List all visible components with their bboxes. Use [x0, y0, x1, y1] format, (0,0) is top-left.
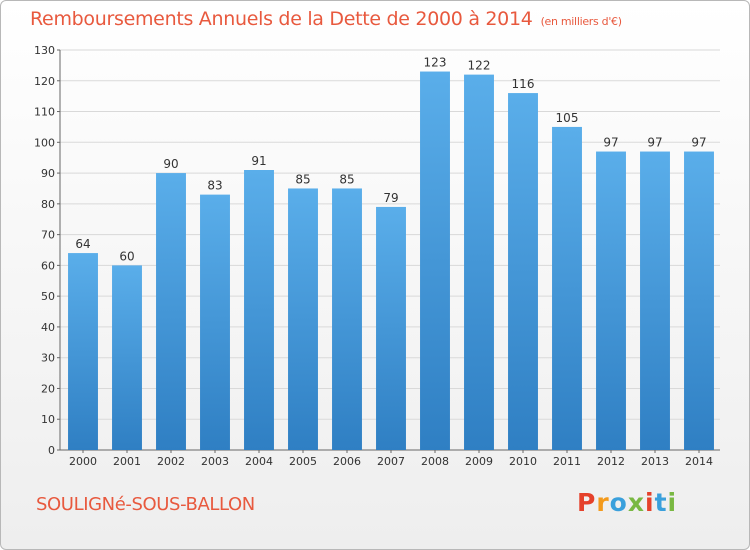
y-tick-label: 130: [34, 44, 55, 57]
x-tick-label-2005: 2005: [289, 455, 317, 468]
x-tick-label-2009: 2009: [465, 455, 493, 468]
logo-letter: P: [577, 488, 597, 517]
logo-letter: i: [667, 488, 678, 517]
y-tick-label: 40: [41, 321, 55, 334]
x-tick-label-2007: 2007: [377, 455, 405, 468]
bar-2004: [244, 170, 274, 450]
logo-letter: t: [654, 488, 668, 517]
value-label-2003: 83: [207, 179, 222, 193]
x-tick-label-2014: 2014: [685, 455, 713, 468]
y-tick-label: 80: [41, 198, 55, 211]
bar-2006: [332, 188, 362, 450]
bar-2013: [640, 151, 670, 451]
bar-2010: [508, 93, 538, 451]
value-label-2002: 90: [163, 157, 178, 171]
y-tick-label: 70: [41, 229, 55, 242]
x-tick-label-2006: 2006: [333, 455, 361, 468]
logo-letter: i: [645, 488, 655, 517]
place-name: SOULIGNé-SOUS-BALLON: [36, 494, 255, 515]
x-axis: 2000 2001 2002 2003 2004 2005 2006 2007 2008 2009…: [60, 449, 720, 468]
x-tick-label-2008: 2008: [421, 455, 449, 468]
x-tick-label-2001: 2001: [113, 455, 141, 468]
value-label-2006: 85: [339, 172, 354, 186]
value-label-2008: 123: [424, 56, 447, 70]
x-tick-label-2012: 2012: [597, 455, 625, 468]
bar-2014: [684, 151, 714, 451]
y-tick-label: 100: [34, 136, 55, 149]
y-tick-label: 10: [41, 413, 55, 426]
bar-2009: [464, 74, 494, 450]
bars: [68, 71, 714, 451]
chart-unit: (en milliers d'€): [540, 15, 622, 28]
logo-letter: r: [596, 488, 610, 517]
bar-2002: [156, 173, 186, 451]
bar-2003: [200, 194, 230, 450]
chart-title: Remboursements Annuels de la Dette de 20…: [30, 8, 622, 30]
x-tick-label-2011: 2011: [553, 455, 581, 468]
x-tick-label-2004: 2004: [245, 455, 273, 468]
bar-2005: [288, 188, 318, 450]
bar-2001: [112, 265, 142, 450]
value-label-2000: 64: [75, 237, 90, 251]
bar-2011: [552, 126, 582, 450]
y-tick-label: 60: [41, 259, 55, 272]
logo-letter: x: [627, 488, 645, 517]
x-tick-label-2000: 2000: [69, 455, 97, 468]
proxiti-logo: Proxiti: [577, 488, 677, 517]
bar-2007: [376, 206, 406, 450]
x-tick-label-2010: 2010: [509, 455, 537, 468]
y-tick-label: 90: [41, 167, 55, 180]
value-label-2004: 91: [251, 154, 266, 168]
y-tick-label: 50: [41, 290, 55, 303]
y-axis: 0 10 20 30 40 50 60 70 80 90 100 110 120 130: [34, 44, 61, 457]
logo-letter: o: [609, 488, 628, 517]
y-tick-label: 110: [34, 106, 55, 119]
value-label-2013: 97: [647, 136, 662, 150]
x-tick-label-2013: 2013: [641, 455, 669, 468]
y-tick-label: 0: [48, 444, 55, 457]
value-label-2001: 60: [119, 249, 134, 263]
value-label-2009: 122: [468, 59, 491, 73]
x-tick-label-2003: 2003: [201, 455, 229, 468]
value-label-2007: 79: [383, 191, 398, 205]
data-labels: 64 60 90 83 91 85 85 79 123 122 116 105 97 97 97: [75, 56, 706, 264]
bar-2012: [596, 151, 626, 451]
value-label-2014: 97: [691, 136, 706, 150]
y-tick-label: 30: [41, 352, 55, 365]
y-tick-label: 120: [34, 75, 55, 88]
value-label-2011: 105: [556, 111, 579, 125]
value-label-2010: 116: [512, 77, 535, 91]
y-tick-label: 20: [41, 382, 55, 395]
bar-2008: [420, 71, 450, 451]
bar-2000: [68, 253, 98, 450]
value-label-2012: 97: [603, 136, 618, 150]
chart-title-text: Remboursements Annuels de la Dette de 20…: [30, 8, 533, 30]
x-tick-label-2002: 2002: [157, 455, 185, 468]
value-label-2005: 85: [295, 172, 310, 186]
